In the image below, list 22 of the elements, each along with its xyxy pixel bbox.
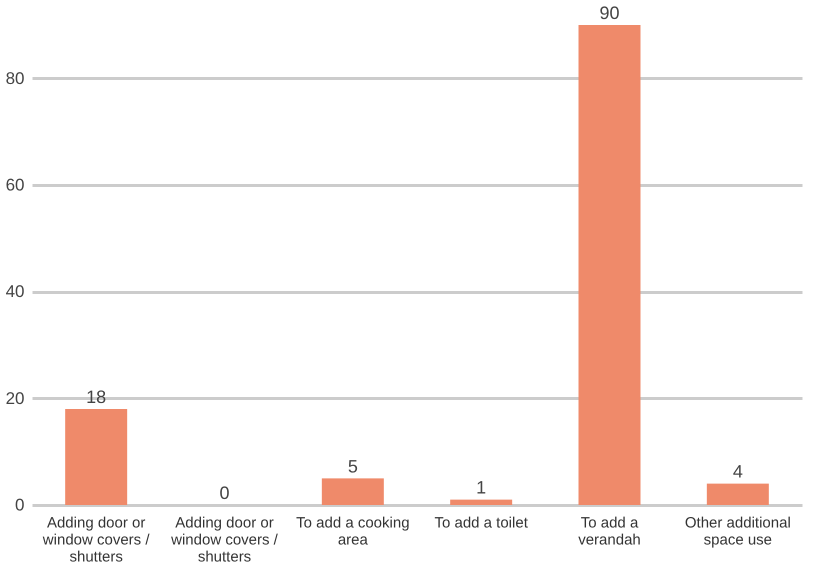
bar: [65, 409, 128, 505]
x-tick-label: To add a toilet: [434, 514, 529, 532]
x-tick-label: Other additional space use: [684, 514, 791, 548]
data-label: 18: [86, 387, 106, 407]
data-label: 90: [599, 3, 620, 23]
y-tick-label: 0: [15, 496, 24, 514]
data-label: 4: [732, 462, 743, 482]
bar: [578, 25, 640, 505]
x-tick-label: Adding door or window covers / shutters: [170, 514, 279, 566]
bar: [322, 478, 384, 505]
y-tick-label: 40: [6, 282, 24, 302]
data-label: 5: [348, 456, 358, 476]
x-tick-label: To add a verandah: [578, 514, 641, 548]
data-label: 0: [219, 483, 230, 503]
y-tick-label: 60: [6, 176, 24, 194]
y-tick-label: 20: [6, 388, 24, 408]
data-label: 1: [476, 478, 486, 498]
bar: [706, 484, 769, 505]
x-tick-label: Adding door or window covers / shutters: [42, 514, 150, 566]
bar: [450, 500, 512, 505]
y-tick-label: 80: [6, 68, 24, 88]
x-tick-label: To add a cooking area: [296, 514, 410, 548]
